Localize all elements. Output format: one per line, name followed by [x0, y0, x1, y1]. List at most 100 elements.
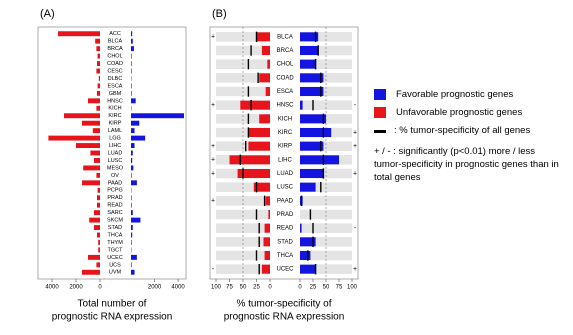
- x-tick-label: 25: [310, 285, 317, 291]
- significance-sign: -: [212, 266, 215, 273]
- row-background: [300, 100, 352, 110]
- plot-frame: [209, 26, 359, 280]
- row-background: [216, 73, 270, 83]
- bar: [300, 114, 326, 124]
- bar: [96, 68, 100, 74]
- category-label: LIHC: [278, 157, 292, 163]
- category-label: UCS: [109, 262, 121, 268]
- bar: [264, 250, 270, 261]
- bar: [248, 127, 270, 138]
- x-tick-label: 4000: [171, 285, 185, 291]
- bar: [131, 61, 132, 67]
- bar: [96, 46, 100, 52]
- legend: Favorable prognostic genes Unfavorable pr…: [374, 88, 564, 184]
- row-background: [300, 45, 352, 56]
- bar: [300, 168, 324, 179]
- bar: [131, 239, 132, 245]
- bar: [131, 210, 133, 216]
- bar: [96, 262, 100, 268]
- bar: [259, 73, 270, 83]
- bar: [97, 202, 100, 208]
- bar: [76, 143, 100, 149]
- significance-sign: +: [353, 129, 357, 136]
- category-label: COAD: [276, 75, 294, 81]
- bar: [98, 239, 100, 245]
- x-tick-label: 4000: [45, 285, 59, 291]
- bar: [300, 86, 324, 97]
- bar: [97, 83, 100, 89]
- bar: [131, 83, 132, 89]
- bar: [97, 232, 100, 238]
- bar: [259, 114, 270, 124]
- legend-swatch: [374, 89, 386, 100]
- category-label: LUAD: [277, 171, 294, 177]
- bar: [131, 31, 133, 37]
- panel-title: (A): [40, 8, 55, 20]
- significance-sign: +: [353, 266, 357, 273]
- bar: [131, 165, 134, 171]
- bar: [240, 100, 270, 110]
- row-background: [216, 141, 270, 151]
- significance-sign: -: [354, 225, 357, 232]
- category-label: UCEC: [107, 255, 123, 261]
- category-label: BLCA: [277, 34, 293, 40]
- category-label: ACC: [109, 31, 121, 37]
- x-tick-label: 75: [226, 285, 233, 291]
- row-background: [216, 264, 270, 274]
- category-label: ESCA: [277, 89, 293, 95]
- category-label: KICH: [278, 116, 292, 122]
- bar: [98, 247, 100, 253]
- bar: [82, 269, 100, 275]
- bar: [131, 269, 135, 275]
- significance-sign: +: [211, 102, 215, 109]
- x-axis-label: prognostic RNA expression: [224, 312, 345, 323]
- bar: [131, 150, 133, 156]
- bar: [261, 45, 270, 56]
- bar: [58, 31, 100, 37]
- x-tick-label: 25: [253, 285, 260, 291]
- significance-sign: +: [211, 157, 215, 164]
- category-label: KIRP: [109, 121, 122, 127]
- category-label: BLCA: [108, 39, 123, 45]
- row-background: [216, 114, 270, 124]
- row-background: [216, 45, 270, 56]
- row-background: [300, 73, 352, 83]
- category-label: THYM: [107, 240, 123, 246]
- significance-sign: +: [211, 198, 215, 205]
- x-axis-label: prognostic RNA expression: [52, 312, 173, 323]
- category-label: THCA: [277, 253, 293, 259]
- category-label: BRCA: [107, 46, 123, 52]
- bar: [300, 250, 311, 261]
- category-label: LUSC: [277, 185, 294, 191]
- bar: [131, 46, 134, 52]
- bar: [300, 155, 339, 165]
- bar: [248, 141, 270, 151]
- significance-sign: +: [211, 170, 215, 177]
- bar: [83, 165, 100, 171]
- bar: [300, 237, 316, 247]
- bar: [48, 135, 100, 141]
- bar: [95, 38, 100, 44]
- bar: [82, 120, 100, 126]
- bar: [131, 254, 137, 260]
- bar: [131, 135, 146, 141]
- category-label: READ: [277, 226, 294, 232]
- significance-sign: +: [211, 143, 215, 150]
- bar: [300, 32, 319, 42]
- bar: [97, 61, 100, 67]
- x-tick-label: 2000: [148, 285, 162, 291]
- bar: [131, 172, 132, 178]
- category-label: UCEC: [276, 267, 294, 273]
- bar: [131, 90, 132, 96]
- category-label: THCA: [108, 232, 123, 238]
- bar: [300, 73, 324, 83]
- category-label: SKCM: [107, 218, 123, 224]
- legend-label: : % tumor-specificity of all genes: [394, 125, 531, 136]
- bar: [97, 90, 100, 96]
- row-background: [216, 237, 270, 247]
- category-label: STAD: [108, 225, 122, 231]
- bar: [88, 254, 100, 260]
- bar: [96, 172, 100, 178]
